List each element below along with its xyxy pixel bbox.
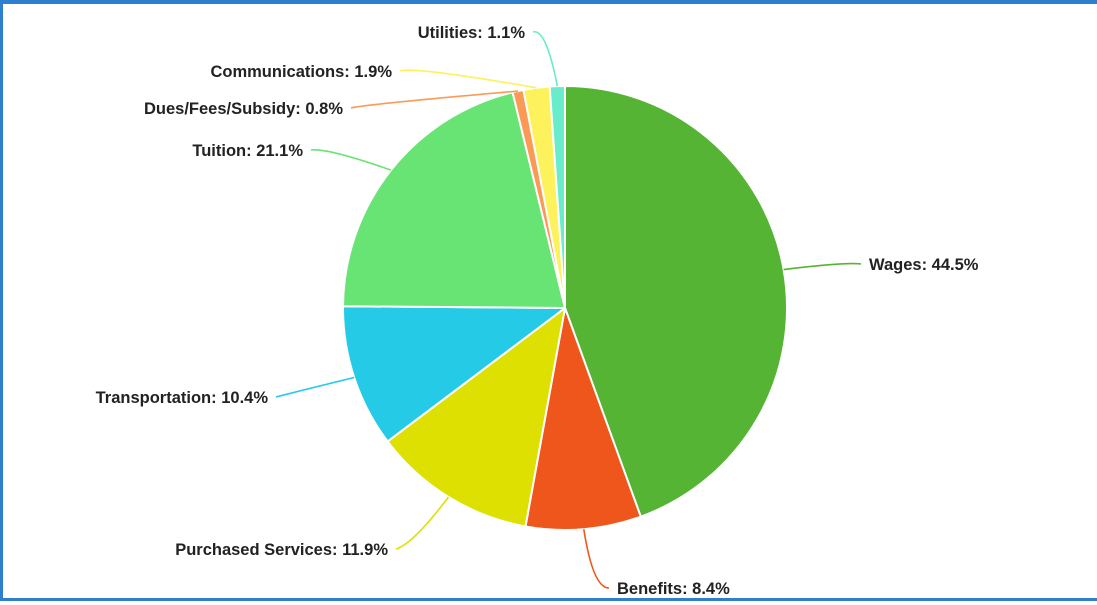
pie-slice-purchased-services (386, 307, 566, 528)
slice-label-dues-fees-subsidy: Dues/Fees/Subsidy: 0.8% (144, 100, 343, 118)
slice-label-purchased-services: Purchased Services: 11.9% (175, 541, 388, 559)
slice-label-transportation: Transportation: 10.4% (96, 389, 269, 407)
slice-label-benefits: Benefits: 8.4% (617, 580, 730, 598)
leader-lines (275, 31, 862, 589)
leader-line-utilities (532, 31, 559, 87)
slice-labels: Wages: 44.5% Benefits: 8.4% Purchased Serv… (96, 24, 979, 598)
pie-chart: Wages: 44.5% Benefits: 8.4% Purchased Serv… (96, 24, 979, 598)
pie-slice-utilities (548, 85, 566, 309)
pie-slice-tuition (342, 91, 566, 309)
leader-line-tuition (310, 149, 392, 171)
slice-label-communications: Communications: 1.9% (210, 63, 392, 81)
pie-slices (342, 85, 788, 531)
pie-slice-transportation (342, 305, 566, 443)
leader-line-communications (399, 69, 537, 89)
leader-line-dues-fees-subsidy (350, 90, 519, 109)
slice-label-tuition: Tuition: 21.1% (192, 142, 303, 160)
slice-label-utilities: Utilities: 1.1% (418, 24, 526, 42)
leader-line-wages (783, 262, 862, 271)
leader-line-benefits (582, 529, 610, 589)
leader-line-transportation (275, 376, 355, 398)
leader-line-purchased-services (395, 496, 450, 550)
slice-label-wages: Wages: 44.5% (869, 256, 979, 274)
